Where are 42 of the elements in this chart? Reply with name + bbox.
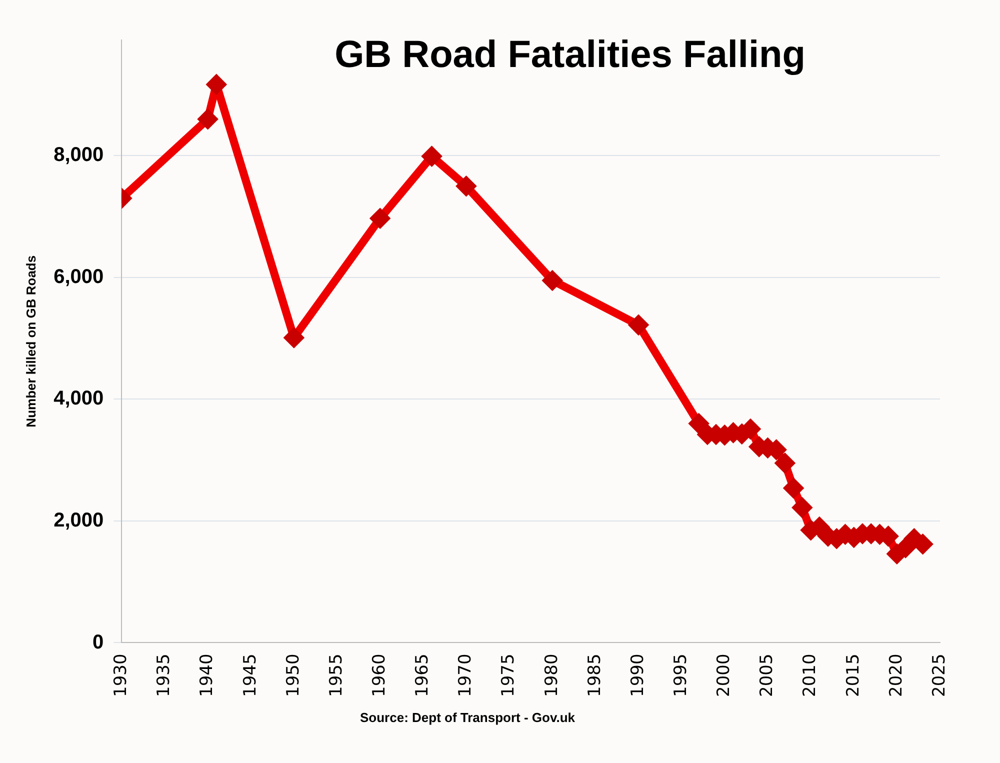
x-tick-label: 1960 <box>369 654 390 697</box>
x-tick-label: 1955 <box>326 654 346 697</box>
point <box>793 498 812 517</box>
x-tick-label: 2015 <box>843 654 864 697</box>
y-axis-title: Number killed on GB Roads <box>23 255 38 428</box>
point <box>896 538 915 557</box>
x-tick-label: 1975 <box>498 654 519 697</box>
x-tick-label: 2000 <box>714 654 734 697</box>
x-tick-label: 1930 <box>111 654 132 697</box>
x-tick-label: 2025 <box>929 654 950 697</box>
x-tick-label: 1990 <box>628 654 648 697</box>
chart-title: GB Road Fatalities Falling <box>334 34 806 77</box>
point <box>888 544 906 563</box>
point <box>457 177 476 196</box>
y-tick-label: 0 <box>92 631 104 654</box>
x-tick-label: 2020 <box>886 654 906 697</box>
y-tick-label: 8,000 <box>54 144 104 166</box>
x-tick-label: 1940 <box>197 654 218 697</box>
source-note: Source: Dept of Transport - Gov.uk <box>360 710 576 725</box>
x-tick-label: 1970 <box>456 654 476 697</box>
x-tick-label: 1950 <box>283 654 304 697</box>
y-tick-label: 4,000 <box>54 388 104 410</box>
x-tick-label: 1945 <box>240 654 260 697</box>
point <box>690 414 708 433</box>
point <box>198 110 217 128</box>
x-tick-label: 2010 <box>800 654 820 697</box>
x-tick-label: 1980 <box>542 654 562 697</box>
point <box>371 209 390 228</box>
point <box>630 316 648 334</box>
x-tick-label: 2005 <box>757 654 778 697</box>
x-tick-label: 1965 <box>412 654 433 697</box>
point <box>422 147 441 166</box>
point <box>284 328 303 347</box>
x-tick-label: 1935 <box>154 654 174 697</box>
point <box>207 75 226 94</box>
x-tick-label: 1985 <box>584 654 605 697</box>
point <box>776 454 794 472</box>
y-tick-label: 6,000 <box>54 266 104 288</box>
point <box>784 479 803 498</box>
point <box>543 271 562 290</box>
x-tick-label: 1995 <box>670 654 691 697</box>
y-tick-label: 2,000 <box>54 509 104 532</box>
